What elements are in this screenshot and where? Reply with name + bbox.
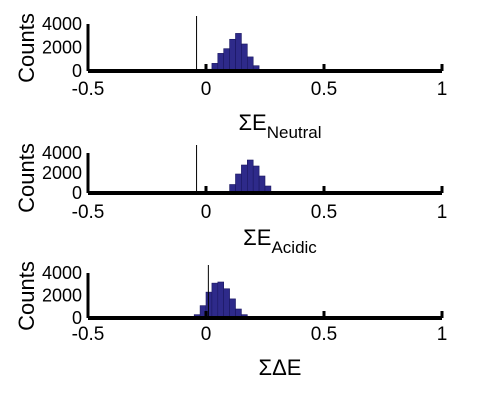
histogram-bar <box>229 38 236 72</box>
histogram-bar <box>217 53 225 72</box>
x-axis-label: ΣΔE <box>259 355 302 380</box>
x-tick-label: 0.5 <box>311 324 337 345</box>
x-tick-label: 0 <box>201 324 212 345</box>
y-tick-label: 4000 <box>42 143 82 163</box>
histogram-bar <box>211 282 219 319</box>
y-tick-label: 2000 <box>42 163 82 183</box>
x-axis-label-subscript: Neutral <box>267 123 322 142</box>
y-tick-label: 0 <box>72 308 82 328</box>
x-tick-label: 0.5 <box>311 202 337 223</box>
x-axis-label-main: ΣE <box>238 110 266 135</box>
y-tick-label: 4000 <box>42 14 82 34</box>
x-axis-label: ΣENeutral <box>238 110 321 142</box>
histogram-bar <box>258 175 266 194</box>
x-tick-label: 1 <box>437 202 448 223</box>
x-axis-label: ΣEAcidic <box>243 225 317 257</box>
histogram-bar <box>235 173 242 194</box>
x-tick-label: 0.5 <box>311 79 337 100</box>
histogram-bar <box>247 159 254 194</box>
y-axis-label: Counts <box>14 13 39 83</box>
y-axis-label: Counts <box>14 143 39 213</box>
y-tick-label: 2000 <box>42 286 82 306</box>
y-tick-label: 0 <box>72 183 82 203</box>
histogram-bar <box>241 43 248 72</box>
x-tick-label: 0 <box>201 79 212 100</box>
x-axis-label-main: ΣE <box>243 225 271 250</box>
y-tick-label: 0 <box>72 61 82 81</box>
histogram-bar <box>223 288 230 319</box>
x-axis-label-subscript: Acidic <box>271 238 317 257</box>
histogram-bar <box>252 165 260 194</box>
histogram-bar <box>247 56 254 72</box>
histogram-bar <box>235 33 242 72</box>
x-tick-label: -0.5 <box>72 324 105 345</box>
x-axis-label-main: ΣΔE <box>259 355 302 380</box>
histogram-bar <box>223 48 230 72</box>
x-tick-label: -0.5 <box>72 202 105 223</box>
y-axis-label: Counts <box>14 261 39 331</box>
x-tick-label: -0.5 <box>72 79 105 100</box>
y-tick-label: 2000 <box>42 38 82 58</box>
x-tick-label: 1 <box>437 324 448 345</box>
histogram-bar <box>241 164 248 194</box>
histogram-bar <box>217 281 225 319</box>
y-tick-label: 4000 <box>42 263 82 283</box>
histogram-bar <box>229 298 236 319</box>
x-tick-label: 1 <box>437 79 448 100</box>
x-tick-label: 0 <box>201 202 212 223</box>
